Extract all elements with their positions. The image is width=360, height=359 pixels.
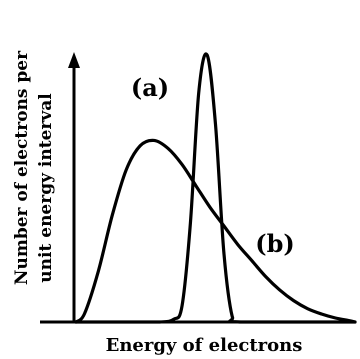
series-layer (74, 52, 357, 324)
y-axis-label-line1: Number of electrons per (12, 50, 32, 285)
series-label-b: (b) (255, 229, 295, 258)
y-axis-arrow (68, 52, 80, 68)
series-label-a: (a) (131, 73, 169, 102)
series-line-b (74, 138, 357, 324)
y-axis-label-line2: unit energy interval (36, 93, 56, 283)
series-line-a (74, 52, 357, 324)
x-axis-label: Energy of electrons (106, 335, 303, 356)
